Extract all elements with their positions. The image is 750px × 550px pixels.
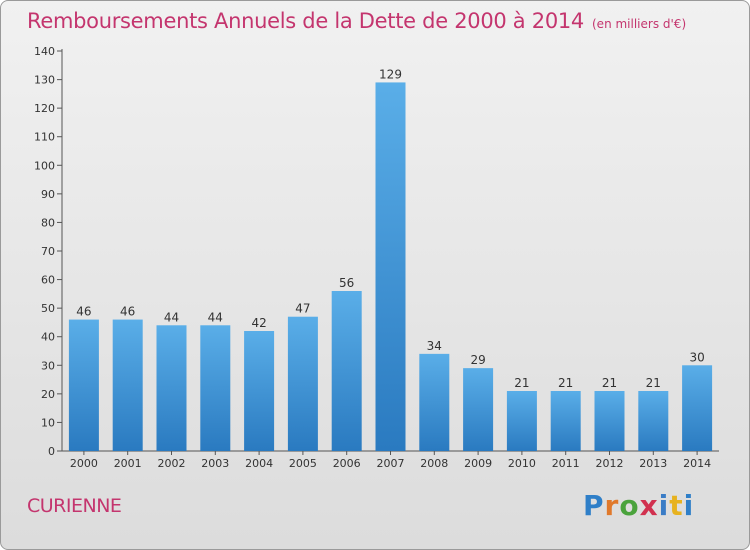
- y-tick-label: 60: [41, 274, 55, 287]
- bar-2006: [331, 291, 362, 451]
- bar-2011: [550, 391, 581, 451]
- data-label: 21: [602, 376, 617, 390]
- data-label: 21: [514, 376, 529, 390]
- x-tick-label: 2000: [70, 457, 98, 470]
- x-tick-label: 2014: [683, 457, 711, 470]
- y-tick-label: 110: [34, 131, 55, 144]
- logo-letter: x: [639, 489, 659, 522]
- data-label: 47: [295, 302, 310, 316]
- logo-letter: r: [604, 489, 620, 522]
- bar-2008: [419, 353, 450, 451]
- data-label: 21: [646, 376, 661, 390]
- y-tick-label: 120: [34, 102, 55, 115]
- data-label: 46: [120, 305, 135, 319]
- logo-letter: i: [683, 489, 695, 522]
- y-tick-label: 50: [41, 302, 55, 315]
- chart-title: Remboursements Annuels de la Dette de 20…: [27, 9, 687, 33]
- y-tick-label: 70: [41, 245, 55, 258]
- bar-2002: [156, 325, 187, 451]
- commune-name: CURIENNE: [27, 495, 122, 517]
- logo-letter: i: [658, 489, 670, 522]
- logo-letter: t: [669, 489, 684, 522]
- y-tick-label: 90: [41, 188, 55, 201]
- y-tick-label: 130: [34, 74, 55, 87]
- data-label: 34: [427, 339, 442, 353]
- y-tick-label: 30: [41, 359, 55, 372]
- x-tick-label: 2008: [420, 457, 448, 470]
- x-tick-label: 2010: [508, 457, 536, 470]
- chart-subtitle: (en milliers d'€): [592, 17, 687, 31]
- bar-2014: [682, 365, 713, 451]
- y-tick-label: 80: [41, 216, 55, 229]
- y-tick-label: 140: [34, 45, 55, 58]
- data-label: 30: [689, 350, 704, 364]
- bar-2005: [287, 316, 318, 451]
- bar-2000: [68, 319, 99, 451]
- data-label: 44: [208, 310, 223, 324]
- x-tick-label: 2004: [245, 457, 273, 470]
- x-tick-label: 2009: [464, 457, 492, 470]
- x-tick-label: 2007: [377, 457, 405, 470]
- data-label: 29: [470, 353, 485, 367]
- x-tick-label: 2011: [552, 457, 580, 470]
- bar-2013: [638, 391, 669, 451]
- y-tick-label: 0: [48, 445, 55, 458]
- data-label: 42: [251, 316, 266, 330]
- bar-2004: [244, 331, 275, 451]
- logo-letter: P: [583, 489, 605, 522]
- bar-2009: [463, 368, 494, 451]
- data-label: 129: [379, 67, 402, 81]
- proxiti-logo: Proxiti: [583, 489, 694, 522]
- y-tick-label: 100: [34, 159, 55, 172]
- x-tick-label: 2003: [201, 457, 229, 470]
- bar-2003: [200, 325, 231, 451]
- x-tick-label: 2013: [639, 457, 667, 470]
- y-tick-label: 20: [41, 388, 55, 401]
- bar-2012: [594, 391, 625, 451]
- x-tick-label: 2005: [289, 457, 317, 470]
- x-tick-label: 2002: [158, 457, 186, 470]
- bar-2001: [112, 319, 143, 451]
- data-label: 56: [339, 276, 354, 290]
- y-tick-label: 40: [41, 331, 55, 344]
- bar-2010: [506, 391, 537, 451]
- x-tick-label: 2012: [596, 457, 624, 470]
- data-label: 21: [558, 376, 573, 390]
- bar-2007: [375, 82, 406, 451]
- data-label: 44: [164, 310, 179, 324]
- logo-letter: o: [619, 489, 640, 522]
- data-label: 46: [76, 305, 91, 319]
- x-tick-label: 2001: [114, 457, 142, 470]
- y-tick-label: 10: [41, 416, 55, 429]
- x-tick-label: 2006: [333, 457, 361, 470]
